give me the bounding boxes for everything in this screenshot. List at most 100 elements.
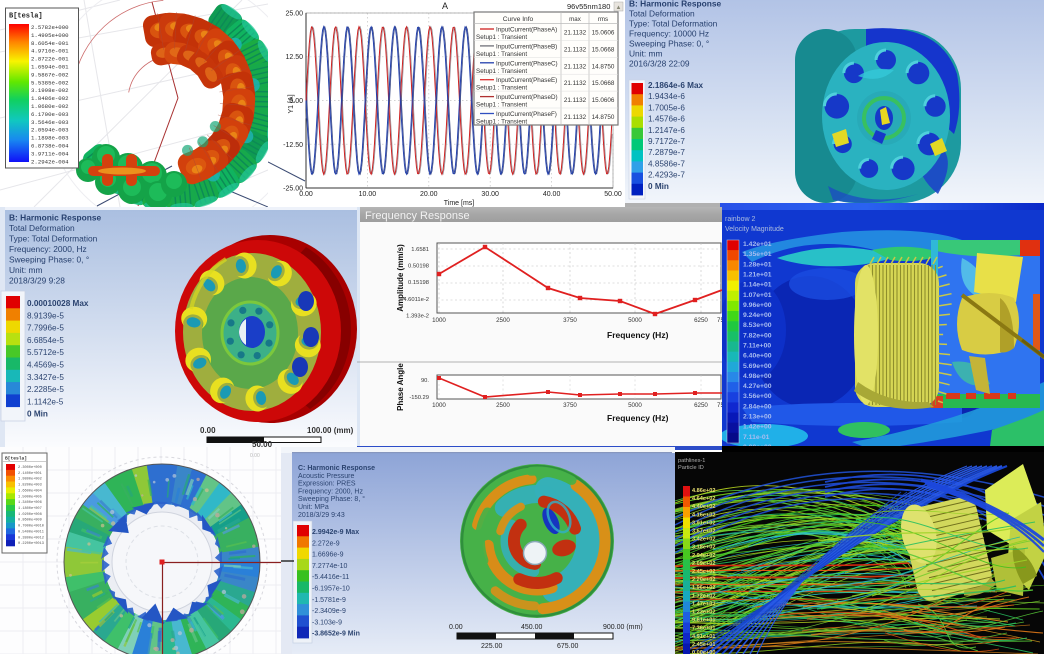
svg-text:100.00 (mm): 100.00 (mm) [307,426,354,435]
svg-text:7.11e-01: 7.11e-01 [743,434,770,441]
svg-text:Expression: PRES: Expression: PRES [298,481,356,488]
svg-text:-1.5781e-9: -1.5781e-9 [312,597,346,604]
svg-text:3750: 3750 [563,317,577,324]
svg-text:7.2879e-7: 7.2879e-7 [648,148,685,157]
svg-text:Velocity Magnitude: Velocity Magnitude [725,226,784,233]
svg-text:2018/3/29 9:43: 2018/3/29 9:43 [298,512,345,519]
svg-text:1.47e+02: 1.47e+02 [692,601,716,607]
svg-text:Particle ID: Particle ID [678,465,704,471]
svg-text:2500: 2500 [496,317,510,324]
svg-text:14.8750: 14.8750 [592,63,615,70]
svg-text:1.1142e-5: 1.1142e-5 [27,397,64,406]
svg-text:Sweeping Phase: 0, °: Sweeping Phase: 0, ° [9,255,89,265]
svg-text:225.00: 225.00 [481,643,503,650]
svg-text:1.35e+01: 1.35e+01 [743,251,772,258]
svg-text:max: max [569,16,582,23]
svg-text:Amplitude (mm/s): Amplitude (mm/s) [396,244,405,312]
svg-text:21.1132: 21.1132 [564,114,587,121]
svg-text:1.42e+00: 1.42e+00 [743,424,772,431]
svg-text:15.0668: 15.0668 [592,46,615,53]
svg-text:8.53e+00: 8.53e+00 [743,322,772,329]
svg-text:1.07e+01: 1.07e+01 [743,292,772,299]
svg-text:1.3400e+006: 1.3400e+006 [18,501,42,505]
svg-text:3.1998e-002: 3.1998e-002 [31,87,69,94]
svg-text:2.1400e+001: 2.1400e+001 [18,472,42,476]
svg-text:-3.8652e-9 Min: -3.8652e-9 Min [312,631,360,638]
svg-text:Sweeping Phase: 0, °: Sweeping Phase: 0, ° [629,39,709,49]
svg-text:1.6594e-001: 1.6594e-001 [31,64,69,71]
svg-text:4.27e+00: 4.27e+00 [743,383,772,390]
svg-text:21.1132: 21.1132 [564,63,587,70]
svg-text:2.9942e-9 Max: 2.9942e-9 Max [312,529,359,536]
svg-text:5000: 5000 [628,317,642,324]
svg-text:5.69e+00: 5.69e+00 [743,363,772,370]
svg-text:1.6696e-9: 1.6696e-9 [312,552,344,559]
svg-text:Total Deformation: Total Deformation [629,9,695,19]
svg-text:5.5385e-002: 5.5385e-002 [31,79,69,86]
svg-text:0.50198: 0.50198 [408,264,429,270]
svg-text:-150.29: -150.29 [409,395,429,401]
svg-text:8.9139e-5: 8.9139e-5 [27,311,64,320]
svg-text:1.6600e+004: 1.6600e+004 [18,489,42,493]
svg-text:1000: 1000 [432,402,446,409]
svg-text:750: 750 [717,317,722,324]
svg-text:2.0594e-003: 2.0594e-003 [31,127,69,134]
svg-text:1.8200e+003: 1.8200e+003 [18,484,42,488]
svg-text:4.91e+01: 4.91e+01 [692,634,716,640]
svg-text:450.00: 450.00 [521,624,543,631]
svg-text:InputCurrent(PhaseE): InputCurrent(PhaseE) [496,77,557,84]
svg-text:Setup1 : Transient: Setup1 : Transient [476,85,527,92]
svg-text:0.00: 0.00 [250,453,260,459]
svg-text:1.1800e+007: 1.1800e+007 [18,507,42,511]
svg-text:6250: 6250 [694,317,708,324]
svg-text:4.16e+02: 4.16e+02 [692,512,716,518]
svg-text:B[tesla]: B[tesla] [5,456,27,462]
svg-text:3.3427e-5: 3.3427e-5 [27,373,64,382]
svg-text:900.00 (mm): 900.00 (mm) [603,624,643,631]
svg-text:3.56e+00: 3.56e+00 [743,393,772,400]
svg-text:-25.00: -25.00 [283,186,303,193]
svg-text:Curve Info: Curve Info [503,16,534,23]
svg-text:7.7996e-5: 7.7996e-5 [27,324,64,333]
svg-text:5.5712e-5: 5.5712e-5 [27,348,64,357]
svg-text:Frequency (Hz): Frequency (Hz) [607,330,669,340]
svg-text:4.6011e-2: 4.6011e-2 [403,297,429,303]
svg-text:4.8586e-7: 4.8586e-7 [648,159,685,168]
svg-text:Frequency: 2000, Hz: Frequency: 2000, Hz [298,488,363,495]
svg-text:Y1 [A]: Y1 [A] [288,94,295,113]
svg-text:1000: 1000 [432,317,446,324]
svg-text:InputCurrent(PhaseF): InputCurrent(PhaseF) [496,111,557,118]
svg-text:Type: Total Deformation: Type: Total Deformation [629,19,718,29]
svg-text:4.40e+02: 4.40e+02 [692,504,716,510]
svg-text:4.4569e-5: 4.4569e-5 [27,361,64,370]
svg-text:1.8486e-002: 1.8486e-002 [31,95,69,102]
svg-text:1.14e+01: 1.14e+01 [743,282,772,289]
svg-text:0.00: 0.00 [449,624,463,631]
svg-text:-2.3409e-9: -2.3409e-9 [312,608,346,615]
svg-text:1.42e+01: 1.42e+01 [743,241,772,248]
svg-text:rainbow 2: rainbow 2 [725,216,755,223]
svg-text:1.9434e-6: 1.9434e-6 [648,92,685,101]
svg-text:14.8750: 14.8750 [592,114,615,121]
svg-text:7.2774e-10: 7.2774e-10 [312,563,348,570]
svg-text:0.8600e+009: 0.8600e+009 [18,519,42,523]
svg-text:2018/3/29 9:28: 2018/3/29 9:28 [9,276,65,286]
svg-text:3.67e+02: 3.67e+02 [692,529,716,535]
svg-text:InputCurrent(PhaseA): InputCurrent(PhaseA) [496,27,557,34]
svg-text:rms: rms [598,16,608,23]
svg-text:2.13e+00: 2.13e+00 [743,414,772,421]
svg-text:Setup1 : Transient: Setup1 : Transient [476,34,527,41]
svg-text:4.98e+00: 4.98e+00 [743,373,772,380]
svg-text:2.45e+02: 2.45e+02 [692,569,716,575]
svg-text:7.82e+00: 7.82e+00 [743,332,772,339]
svg-text:90.: 90. [421,378,429,384]
svg-text:6.8738e-004: 6.8738e-004 [31,143,69,150]
svg-text:▲: ▲ [616,5,622,11]
svg-text:1.4995e+000: 1.4995e+000 [31,32,69,39]
svg-text:InputCurrent(PhaseD): InputCurrent(PhaseD) [496,94,558,101]
svg-text:1.0680e-002: 1.0680e-002 [31,103,69,110]
svg-text:10.00: 10.00 [359,191,377,198]
svg-text:Setup1 : Transient: Setup1 : Transient [476,51,527,58]
svg-text:21.1132: 21.1132 [564,30,587,37]
svg-text:Unit: mm: Unit: mm [9,265,43,275]
